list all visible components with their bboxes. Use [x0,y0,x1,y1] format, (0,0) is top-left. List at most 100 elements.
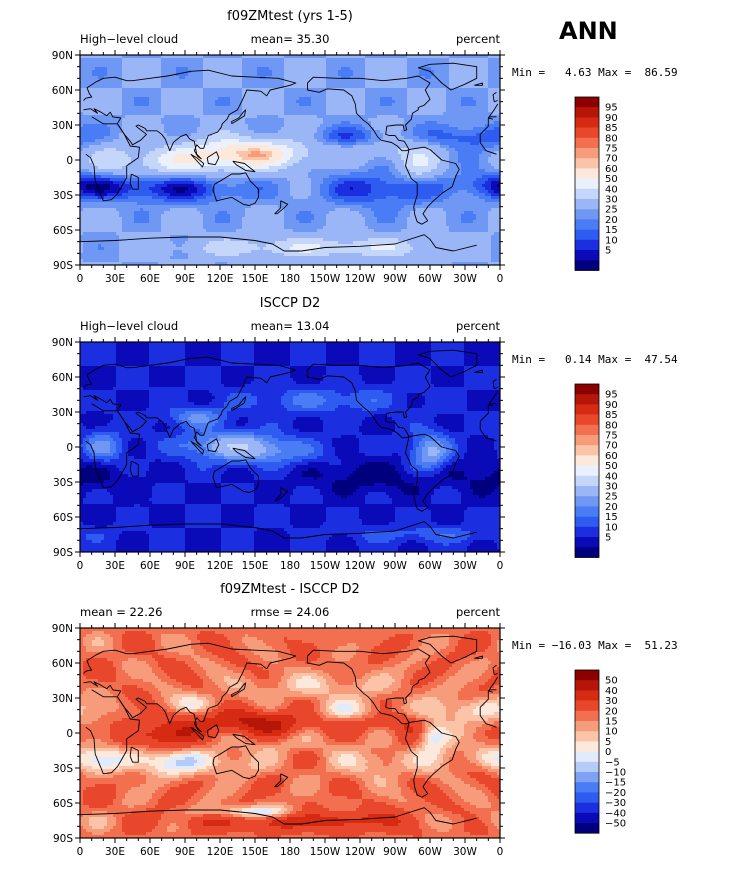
field-cell [437,133,440,136]
field-cell [176,100,179,103]
field-cell [374,94,377,97]
field-cell [305,112,308,115]
field-cell [176,76,179,79]
field-cell [152,67,155,70]
field-cell [281,91,284,94]
field-cell [437,73,440,76]
field-cell [221,88,224,91]
field-cell [452,142,455,145]
field-cell [131,70,134,73]
field-cell [125,130,128,133]
field-cell [368,67,371,70]
field-cell [440,112,443,115]
field-cell [266,154,269,157]
field-cell [185,160,188,163]
field-cell [254,109,257,112]
field-cell [437,88,440,91]
field-cell [158,97,161,100]
field-cell [107,118,110,121]
field-cell [389,103,392,106]
field-cell [260,133,263,136]
field-cell [287,61,290,64]
field-cell [239,130,242,133]
field-cell [401,70,404,73]
field-cell [464,67,467,70]
field-cell [149,127,152,130]
field-cell [149,100,152,103]
field-cell [281,109,284,112]
field-cell [431,88,434,91]
field-cell [494,133,497,136]
field-cell [341,76,344,79]
field-cell [350,130,353,133]
field-cell [230,64,233,67]
field-cell [245,64,248,67]
field-cell [284,145,287,148]
field-cell [251,106,254,109]
field-cell [404,94,407,97]
field-cell [422,88,425,91]
field-cell [173,106,176,109]
field-cell [119,100,122,103]
field-cell [359,85,362,88]
field-cell [275,79,278,82]
field-cell [104,70,107,73]
field-cell [239,58,242,61]
field-cell [422,94,425,97]
field-cell [98,142,101,145]
field-cell [365,124,368,127]
field-cell [347,154,350,157]
field-cell [383,103,386,106]
field-cell [194,85,197,88]
field-cell [173,79,176,82]
field-cell [350,109,353,112]
field-cell [491,145,494,148]
field-cell [185,157,188,160]
field-cell [344,121,347,124]
field-cell [389,136,392,139]
field-cell [254,97,257,100]
field-cell [296,100,299,103]
field-cell [257,145,260,148]
field-cell [170,157,173,160]
field-cell [170,70,173,73]
field-cell [302,94,305,97]
field-cell [158,94,161,97]
field-cell [224,61,227,64]
field-cell [182,109,185,112]
field-cell [311,145,314,148]
field-cell [344,142,347,145]
field-cell [329,142,332,145]
field-cell [482,139,485,142]
field-cell [392,67,395,70]
field-cell [209,76,212,79]
field-cell [470,67,473,70]
field-cell [119,109,122,112]
field-cell [122,76,125,79]
field-cell [218,91,221,94]
field-cell [254,139,257,142]
field-cell [380,118,383,121]
field-cell [191,145,194,148]
field-cell [395,148,398,151]
field-cell [221,160,224,163]
field-cell [482,136,485,139]
field-cell [443,130,446,133]
field-cell [227,67,230,70]
field-cell [239,109,242,112]
field-cell [143,67,146,70]
field-cell [251,91,254,94]
field-cell [290,130,293,133]
field-cell [101,61,104,64]
field-cell [131,118,134,121]
field-cell [308,58,311,61]
field-cell [479,148,482,151]
field-cell [152,118,155,121]
field-cell [449,85,452,88]
field-cell [440,154,443,157]
field-cell [224,97,227,100]
field-cell [476,145,479,148]
field-cell [317,118,320,121]
field-cell [299,157,302,160]
field-cell [179,148,182,151]
